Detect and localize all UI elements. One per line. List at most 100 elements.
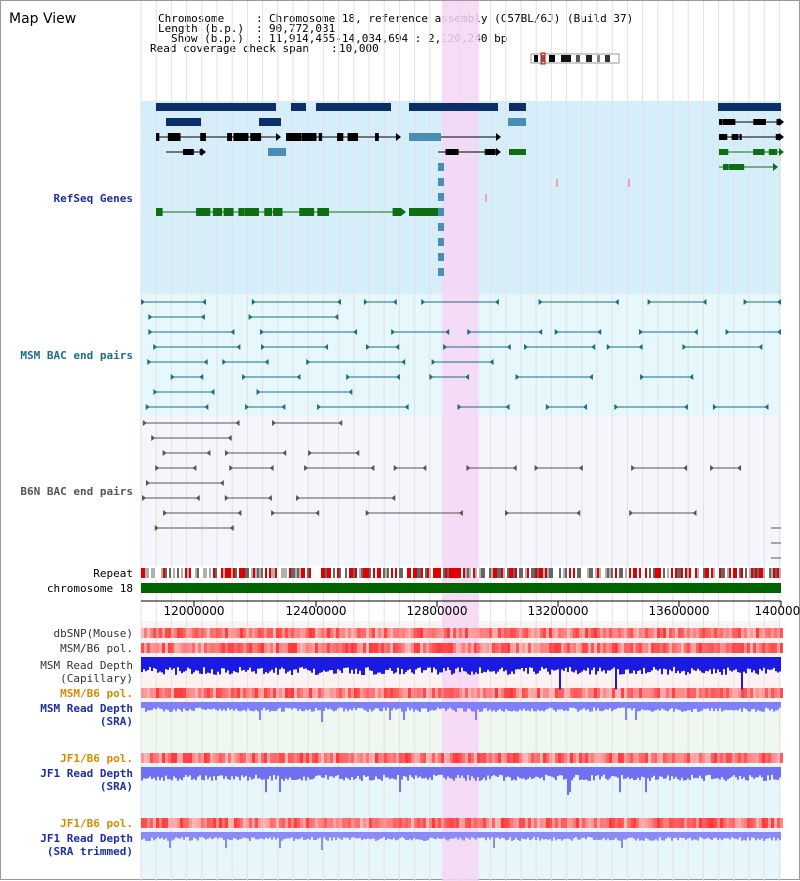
- repeat-segment: [347, 568, 349, 578]
- msm-depth-capillary-bar: [577, 657, 579, 675]
- track-label-repeat[interactable]: Repeat: [93, 567, 133, 580]
- dbsnp-heat: [192, 628, 195, 638]
- jf1-depth-trim-bar: [401, 832, 403, 837]
- jf1-b6-pol-heat: [561, 753, 564, 763]
- jf1-depth-sra-bar: [691, 767, 693, 775]
- msm-depth-sra-bar: [727, 702, 729, 711]
- jf1-b6-pol-heat: [684, 818, 687, 828]
- ideogram-band: [549, 55, 555, 62]
- track-label-msm-depth-capillary[interactable]: MSM Read Depth: [40, 659, 133, 672]
- track-label-msm-b6-pol[interactable]: MSM/B6 pol.: [60, 642, 133, 655]
- track-label-msm-b6-pol-2[interactable]: MSM/B6 pol.: [60, 687, 133, 700]
- jf1-depth-sra-bar: [213, 767, 215, 777]
- repeat-segment: [537, 568, 539, 578]
- msm-b6-pol-heat: [372, 688, 375, 698]
- msm-depth-sra-bar: [169, 702, 171, 712]
- repeat-segment: [661, 568, 663, 578]
- repeat-segment: [381, 568, 383, 578]
- dbsnp-heat: [648, 628, 651, 638]
- msm-b6-pol-heat: [501, 688, 504, 698]
- jf1-depth-sra-bar: [331, 767, 333, 777]
- dbsnp-heat: [249, 628, 252, 638]
- msm-bac-end: [443, 344, 448, 350]
- jf1-depth-sra-bar: [591, 767, 593, 776]
- track-label-msm-depth-sra[interactable]: MSM Read Depth: [40, 702, 133, 715]
- jf1-b6-pol-heat: [768, 818, 771, 828]
- msm-bac-end: [353, 329, 358, 335]
- jf1-b6-pol-heat: [732, 818, 735, 828]
- msm-depth-sra-bar: [693, 702, 695, 709]
- dbsnp-heat: [369, 628, 372, 638]
- track-label-jf1-depth-trim[interactable]: JF1 Read Depth: [40, 832, 133, 845]
- track-label-chromosome[interactable]: chromosome 18: [46, 582, 133, 595]
- repeat-segment: [635, 568, 637, 578]
- msm-depth-sra-bar: [371, 702, 373, 712]
- msm-depth-capillary-bar: [779, 657, 781, 672]
- msm-b6-pol-heat: [408, 643, 411, 653]
- b6n-bac-end: [162, 450, 167, 456]
- msm-depth-sra-bar: [415, 702, 417, 710]
- jf1-depth-trim-bar: [713, 832, 715, 838]
- jf1-b6-pol-heat: [660, 753, 663, 763]
- repeat-segment: [603, 568, 605, 578]
- msm-depth-capillary-bar: [201, 657, 203, 674]
- track-label-jf1-b6-pol-2[interactable]: JF1/B6 pol.: [60, 817, 133, 830]
- dbsnp-heat: [573, 628, 576, 638]
- jf1-depth-trim-bar: [161, 832, 163, 838]
- jf1-depth-trim-bar: [735, 832, 737, 839]
- jf1-depth-trim-bar: [283, 832, 285, 840]
- msm-depth-capillary-bar: [769, 657, 771, 670]
- msm-depth-sra-bar: [573, 702, 575, 708]
- repeat-segment: [365, 568, 367, 578]
- jf1-depth-sra-bar: [337, 767, 339, 776]
- repeat-segment: [387, 568, 389, 578]
- repeat-segment: [489, 568, 491, 578]
- jf1-b6-pol-heat: [249, 818, 252, 828]
- jf1-b6-pol-heat: [558, 753, 561, 763]
- track-label-jf1-depth-sra[interactable]: JF1 Read Depth: [40, 767, 133, 780]
- msm-b6-pol-heat: [495, 688, 498, 698]
- msm-b6-pol-heat: [381, 643, 384, 653]
- jf1-b6-pol-heat: [246, 818, 249, 828]
- msm-b6-pol-heat: [549, 643, 552, 653]
- jf1-b6-pol-heat: [285, 818, 288, 828]
- jf1-depth-sra-bar: [149, 767, 151, 777]
- repeat-segment: [523, 568, 525, 578]
- msm-depth-sra-bar: [369, 702, 371, 710]
- msm-depth-capillary-bar: [407, 657, 409, 671]
- msm-depth-sra-bar: [659, 702, 661, 711]
- repeat-segment: [279, 568, 281, 578]
- jf1-b6-pol-heat: [471, 753, 474, 763]
- jf1-depth-trim-bar: [519, 832, 521, 841]
- repeat-segment: [249, 568, 251, 578]
- msm-depth-sra-bar: [749, 702, 751, 712]
- chromosome-key: Chromosome: [158, 12, 225, 25]
- gene-exon: [318, 133, 323, 141]
- jf1-b6-pol-heat: [150, 818, 153, 828]
- msm-b6-pol-heat: [726, 688, 729, 698]
- msm-b6-pol-heat: [510, 643, 513, 653]
- track-label-msm-bac[interactable]: MSM BAC end pairs: [20, 349, 133, 362]
- jf1-depth-trim-bar: [291, 832, 293, 838]
- msm-depth-capillary-bar: [651, 657, 653, 671]
- msm-depth-sra-bar: [289, 702, 291, 709]
- repeat-segment: [477, 568, 479, 578]
- track-label-b6n-bac[interactable]: B6N BAC end pairs: [20, 485, 133, 498]
- dbsnp-heat: [360, 628, 363, 638]
- jf1-depth-trim-bar: [603, 832, 605, 838]
- repeat-segment: [285, 568, 287, 578]
- jf1-b6-pol-heat: [300, 818, 303, 828]
- msm-b6-pol-heat: [750, 643, 753, 653]
- track-label-jf1-b6-pol[interactable]: JF1/B6 pol.: [60, 752, 133, 765]
- track-label-dbsnp[interactable]: dbSNP(Mouse): [53, 627, 133, 640]
- msm-b6-pol-heat: [648, 643, 651, 653]
- jf1-b6-pol-heat: [192, 818, 195, 828]
- dbsnp-heat: [498, 628, 501, 638]
- jf1-depth-sra-bar: [431, 767, 433, 780]
- track-label-refseq[interactable]: RefSeq Genes: [53, 192, 133, 205]
- jf1-depth-sra-bar: [311, 767, 313, 780]
- msm-b6-pol-heat: [672, 688, 675, 698]
- msm-depth-sra-bar-spike: [321, 702, 323, 722]
- msm-b6-pol-heat: [186, 643, 189, 653]
